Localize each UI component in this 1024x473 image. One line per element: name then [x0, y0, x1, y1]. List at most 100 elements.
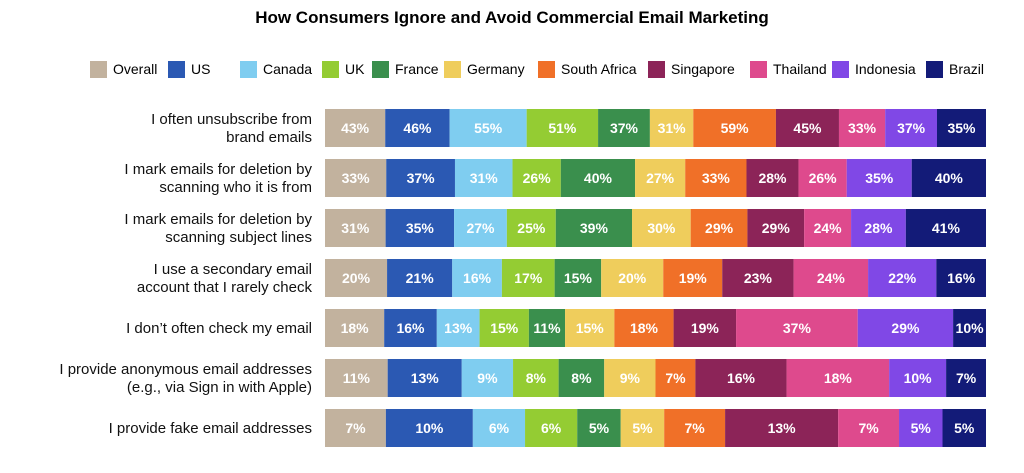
legend-swatch: [538, 60, 555, 78]
bar-value-label: 31%: [658, 120, 687, 136]
bar-segment: [775, 109, 839, 147]
bar-value-label: 28%: [758, 170, 787, 186]
legend-label: Thailand: [773, 61, 827, 77]
category-label: I don’t often check my email: [126, 320, 312, 337]
bar-value-label: 13%: [768, 420, 797, 436]
bar-segment: [385, 109, 450, 147]
bar-value-label: 15%: [490, 320, 519, 336]
bar-segment: [725, 409, 839, 447]
category-label: (e.g., via Sign in with Apple): [127, 379, 312, 396]
bar-value-label: 7%: [345, 420, 366, 436]
category-label: brand emails: [226, 129, 312, 146]
bar-segment: [857, 309, 954, 347]
bar-value-label: 31%: [341, 220, 370, 236]
bar-value-label: 8%: [571, 370, 592, 386]
bar-value-label: 33%: [342, 170, 371, 186]
legend-label: Brazil: [949, 61, 985, 77]
bar-value-label: 6%: [541, 420, 562, 436]
bar-value-label: 40%: [584, 170, 613, 186]
legend: Overall US Canada UK France Germany South Afri…: [90, 60, 990, 78]
bar-segment: [325, 159, 387, 197]
bar-segment: [746, 159, 799, 197]
bar-segment: [526, 109, 599, 147]
legend-item: South Africa: [538, 60, 637, 78]
bar-segment: [685, 159, 747, 197]
bar-value-label: 31%: [470, 170, 499, 186]
bar-segment: [693, 109, 776, 147]
bar-value-label: 37%: [783, 320, 812, 336]
bar-value-label: 5%: [954, 420, 975, 436]
bar-segment: [554, 259, 602, 297]
bar-value-label: 10%: [415, 420, 444, 436]
bar-segment: [911, 159, 986, 197]
legend-label: South Africa: [561, 61, 637, 77]
bar-segment: [501, 259, 555, 297]
bar-segment: [953, 309, 986, 347]
bar-value-label: 16%: [463, 270, 492, 286]
bar-segment: [736, 309, 858, 347]
bar-value-label: 17%: [514, 270, 543, 286]
bar-segment: [747, 209, 805, 247]
bar-segment: [793, 259, 869, 297]
bar-value-label: 24%: [817, 270, 846, 286]
bar-value-label: 59%: [721, 120, 750, 136]
bar-segment: [472, 409, 526, 447]
legend-swatch: [648, 60, 665, 78]
bar-segment: [325, 209, 386, 247]
legend-item: Thailand: [750, 60, 827, 78]
bar-value-label: 16%: [727, 370, 756, 386]
bar-segment: [838, 109, 886, 147]
bar-segment: [663, 259, 723, 297]
bar-segment: [695, 359, 787, 397]
bar-value-label: 10%: [956, 320, 985, 336]
bar-segment: [479, 309, 529, 347]
bar-value-label: 20%: [618, 270, 647, 286]
legend-item: US: [168, 60, 210, 78]
bar-value-label: 24%: [814, 220, 843, 236]
bar-value-label: 39%: [580, 220, 609, 236]
bar-value-label: 9%: [620, 370, 641, 386]
bar-value-label: 41%: [932, 220, 961, 236]
category-label: I mark emails for deletion by: [124, 211, 312, 228]
bar-value-label: 11%: [343, 370, 371, 386]
bar-segment: [325, 259, 388, 297]
bar-segment: [905, 209, 986, 247]
legend-item: France: [372, 60, 439, 78]
bar-segment: [942, 409, 986, 447]
bar-segment: [601, 259, 664, 297]
bar-segment: [635, 159, 686, 197]
bar-segment: [868, 259, 937, 297]
bar-segment: [385, 409, 473, 447]
bar-value-label: 9%: [477, 370, 498, 386]
bar-value-label: 45%: [793, 120, 822, 136]
category-label: I provide anonymous email addresses: [59, 361, 312, 378]
bar-value-label: 23%: [744, 270, 773, 286]
bar-segment: [385, 209, 455, 247]
category-label: I provide fake email addresses: [109, 420, 312, 437]
bar-segment: [936, 109, 986, 147]
category-label: account that I rarely check: [137, 279, 313, 296]
legend-label: Canada: [263, 61, 313, 77]
bar-value-label: 16%: [947, 270, 976, 286]
bar-value-label: 8%: [526, 370, 547, 386]
legend-item: Indonesia: [832, 60, 916, 78]
bar-value-label: 5%: [589, 420, 610, 436]
bar-value-label: 37%: [407, 170, 436, 186]
bar-value-label: 30%: [647, 220, 676, 236]
bar-segment: [946, 359, 986, 397]
bar-segment: [555, 209, 633, 247]
bar-value-label: 29%: [891, 320, 920, 336]
legend-label: US: [191, 61, 211, 77]
bar-value-label: 51%: [548, 120, 577, 136]
legend-label: Singapore: [671, 61, 735, 77]
bar-value-label: 37%: [610, 120, 639, 136]
bar-value-label: 19%: [679, 270, 708, 286]
bar-value-label: 35%: [865, 170, 894, 186]
bar-segment: [558, 359, 605, 397]
bar-value-label: 13%: [411, 370, 440, 386]
bar-segment: [386, 159, 455, 197]
bar-segment: [649, 109, 694, 147]
category-label: I mark emails for deletion by: [124, 161, 312, 178]
bar-segment: [899, 409, 943, 447]
